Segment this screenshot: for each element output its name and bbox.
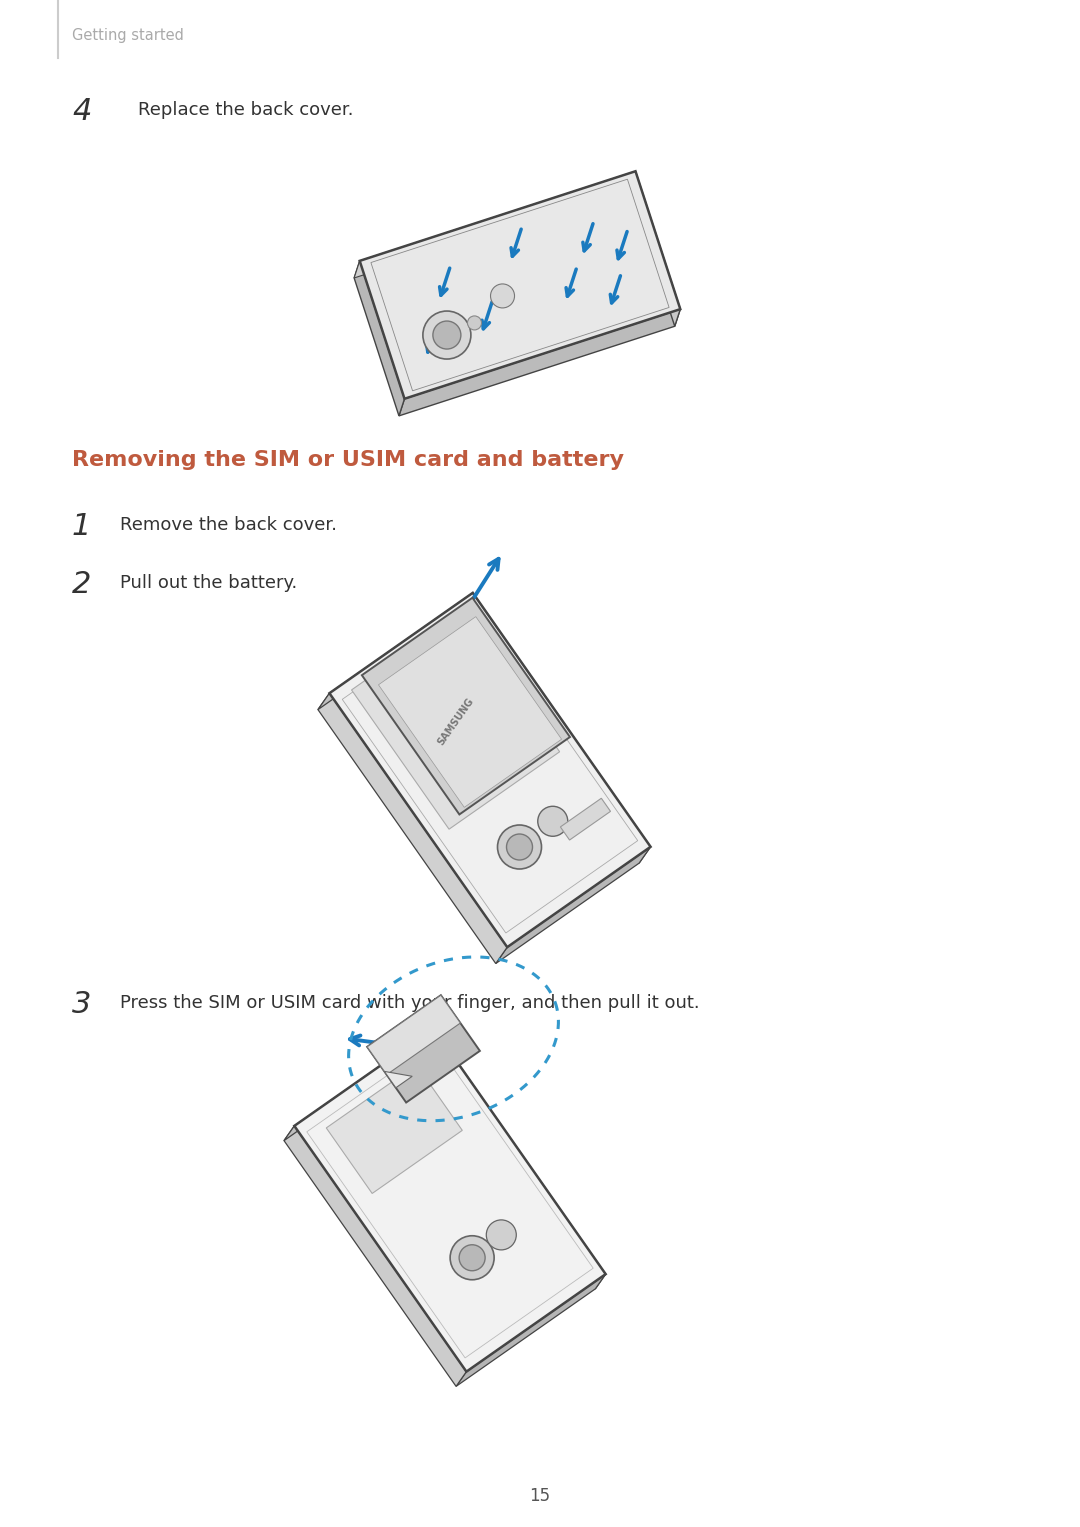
Text: Removing the SIM or USIM card and battery: Removing the SIM or USIM card and batter… <box>72 450 624 470</box>
Polygon shape <box>456 1274 606 1387</box>
Polygon shape <box>384 1072 413 1087</box>
Polygon shape <box>326 1064 462 1194</box>
Circle shape <box>507 834 532 860</box>
Polygon shape <box>318 693 508 964</box>
Circle shape <box>538 806 568 837</box>
Polygon shape <box>367 996 480 1102</box>
Circle shape <box>423 312 471 359</box>
Circle shape <box>486 1220 516 1251</box>
Polygon shape <box>360 171 680 399</box>
Text: Getting started: Getting started <box>72 27 184 43</box>
Polygon shape <box>423 1028 606 1289</box>
Text: 4: 4 <box>72 98 92 127</box>
Circle shape <box>459 1245 485 1270</box>
Text: Replace the back cover.: Replace the back cover. <box>138 101 353 119</box>
Circle shape <box>450 1235 495 1280</box>
Polygon shape <box>378 617 562 808</box>
Text: 15: 15 <box>529 1487 551 1506</box>
Text: Remove the back cover.: Remove the back cover. <box>120 516 337 534</box>
Polygon shape <box>284 1125 467 1387</box>
Circle shape <box>490 284 514 308</box>
Polygon shape <box>351 612 559 829</box>
Text: 2: 2 <box>72 570 92 599</box>
Polygon shape <box>461 592 650 863</box>
Circle shape <box>498 825 541 869</box>
Polygon shape <box>354 171 635 278</box>
Polygon shape <box>362 597 570 814</box>
Polygon shape <box>496 847 650 964</box>
Polygon shape <box>318 592 473 710</box>
Polygon shape <box>399 308 680 415</box>
Polygon shape <box>354 261 405 415</box>
Text: 3: 3 <box>72 989 92 1019</box>
Polygon shape <box>630 171 680 327</box>
Polygon shape <box>561 799 610 840</box>
Circle shape <box>468 316 482 330</box>
Polygon shape <box>367 996 460 1075</box>
Polygon shape <box>284 1028 433 1141</box>
Text: Pull out the battery.: Pull out the battery. <box>120 574 297 592</box>
Text: SAMSUNG: SAMSUNG <box>436 696 476 747</box>
Polygon shape <box>329 592 650 947</box>
Text: 1: 1 <box>72 512 92 541</box>
Polygon shape <box>295 1028 606 1371</box>
Circle shape <box>433 321 461 350</box>
Text: Press the SIM or USIM card with your finger, and then pull it out.: Press the SIM or USIM card with your fin… <box>120 994 700 1012</box>
